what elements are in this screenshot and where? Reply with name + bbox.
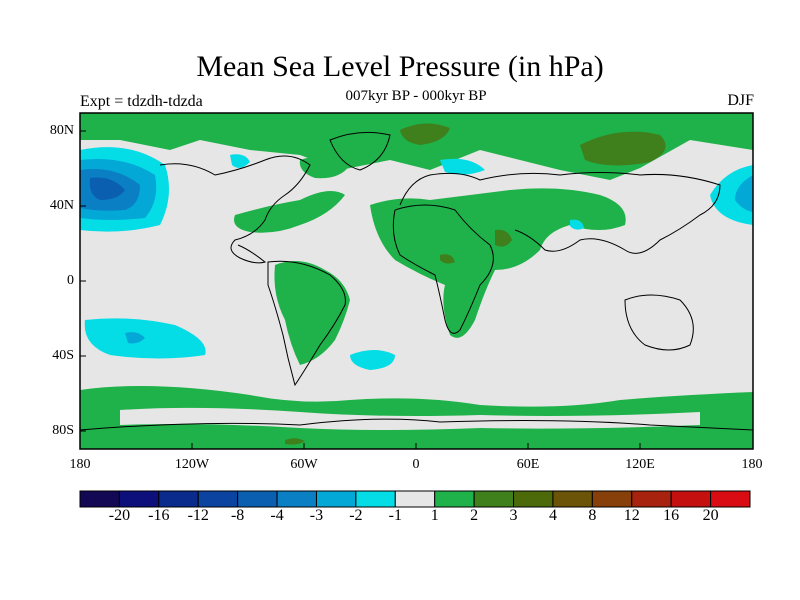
colorbar-label: 12 [623,507,640,524]
colorbar-swatch [158,490,199,508]
colorbar-label: 2 [470,507,479,524]
africa-dark-region [495,229,512,247]
south-pacific-low-outer [84,318,206,359]
colorbar-label: 1 [430,507,439,524]
south-america-green-region [274,261,350,365]
south-pacific-low-inner [125,332,145,344]
north-pacific-low-core [89,177,125,200]
colorbar-label: 20 [702,507,719,524]
colorbar-swatch [631,490,672,508]
africa-coast [392,204,494,334]
map-subtitle: 007kyr BP - 000kyr BP [345,88,487,104]
antarctic-dark-region [285,438,305,445]
experiment-label: Expt = tdzdh-tdzda [80,93,203,110]
season-label: DJF [727,92,754,109]
colorbar-swatch [552,490,593,508]
north-atlantic-green-region [234,191,345,233]
atlantic-low-patch [440,158,485,175]
antarctica-coast [80,418,753,431]
axis-ticks [80,130,641,449]
south-america-coast [267,260,346,387]
colorbar-label: 3 [509,507,518,524]
lat-label-40n: 40N [49,198,74,213]
north-atlantic-green-region-2 [299,156,350,179]
southern-ocean-grey-gap [120,407,700,430]
lat-label-80n: 80N [49,123,74,138]
colorbar-swatch [434,490,475,508]
colorbar-swatch [513,490,554,508]
arctic-green-region [80,113,753,180]
canada-low-patch [230,154,250,168]
siberia-dark-region [580,131,666,166]
colorbar-swatch [394,490,436,508]
africa-dark-region-2 [440,254,455,264]
pressure-anomaly-field [80,113,753,449]
colorbar-label: -16 [148,507,170,524]
colorbar-label: -3 [309,507,324,524]
europe-asia-coast [399,172,721,254]
colorbar-label: -12 [187,507,209,524]
west-pacific-low-inner [735,175,753,212]
colorbar-swatch [355,490,396,508]
asia-low-patch [570,219,584,230]
coastlines [80,131,753,431]
colorbar-swatch [197,490,239,508]
north-america-coast [159,155,311,264]
greenland-coast [329,131,391,171]
colorbar-swatch [473,490,515,508]
colorbar-swatch [710,490,751,508]
colorbar-swatch [591,490,633,508]
colorbar-swatch [79,490,120,508]
lon-label-120e: 120E [625,457,655,472]
colorbar-label: -4 [270,507,284,524]
colorbar-label: -2 [349,507,363,524]
lon-label-60w: 60W [290,457,318,472]
colorbar-swatch [237,490,278,508]
lon-label-120w: 120W [174,457,210,472]
colorbar [79,490,751,508]
greenland-dark-region [400,123,450,145]
africa-eurasia-green-region [370,188,626,338]
colorbar-label: 8 [588,507,597,524]
colorbar-swatch [670,490,712,508]
colorbar-label: -20 [108,507,131,524]
lat-label-80s: 80S [52,423,74,438]
colorbar-label: -1 [388,507,402,524]
colorbar-swatch [118,490,160,508]
lon-label-0: 0 [412,457,420,472]
colorbar-swatch [276,490,317,508]
west-pacific-low-outer [710,165,753,225]
colorbar-label: 4 [548,507,557,524]
lon-label-180w: 180 [69,457,91,472]
lon-label-180e: 180 [741,457,763,472]
australia-coast [624,294,694,351]
lon-label-60e: 60E [516,457,540,472]
colorbar-label: 16 [663,507,680,524]
map-title: Mean Sea Level Pressure (in hPa) [196,50,604,83]
colorbar-label: -8 [230,507,245,524]
lat-label-40s: 40S [52,348,74,363]
lat-label-0: 0 [67,273,74,288]
south-atlantic-low [350,350,395,370]
colorbar-swatch [315,490,357,508]
